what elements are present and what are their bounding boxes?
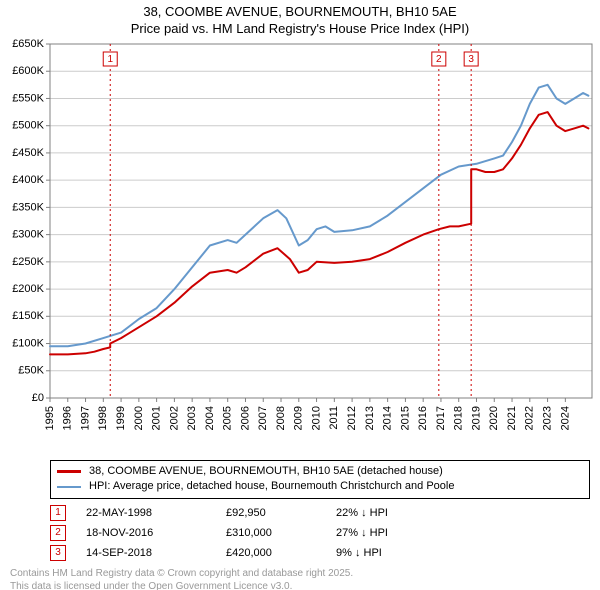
svg-text:£350K: £350K xyxy=(12,201,44,213)
marker-number-box: 3 xyxy=(50,545,66,561)
svg-text:2002: 2002 xyxy=(168,406,180,430)
svg-text:1996: 1996 xyxy=(62,406,74,430)
svg-text:1995: 1995 xyxy=(44,406,56,430)
legend-swatch xyxy=(57,486,81,488)
svg-text:2003: 2003 xyxy=(186,406,198,430)
marker-delta: 22% ↓ HPI xyxy=(336,507,456,519)
marker-price: £310,000 xyxy=(226,527,336,539)
svg-text:£250K: £250K xyxy=(12,256,44,268)
svg-text:£100K: £100K xyxy=(12,337,44,349)
svg-text:2010: 2010 xyxy=(310,406,322,430)
svg-text:2004: 2004 xyxy=(204,406,216,430)
legend-item: 38, COOMBE AVENUE, BOURNEMOUTH, BH10 5AE… xyxy=(57,464,583,479)
svg-text:£650K: £650K xyxy=(12,38,44,50)
marker-date: 14-SEP-2018 xyxy=(86,547,226,559)
svg-text:1: 1 xyxy=(107,54,113,65)
marker-table: 1 22-MAY-1998£92,95022% ↓ HPI 2 18-NOV-2016… xyxy=(50,505,590,561)
svg-text:2006: 2006 xyxy=(239,406,251,430)
svg-text:£400K: £400K xyxy=(12,174,44,186)
svg-text:1998: 1998 xyxy=(97,406,109,430)
marker-row: 2 18-NOV-2016£310,00027% ↓ HPI xyxy=(50,525,590,541)
marker-price: £420,000 xyxy=(226,547,336,559)
svg-text:£450K: £450K xyxy=(12,147,44,159)
title-line-2: Price paid vs. HM Land Registry's House … xyxy=(0,21,600,38)
svg-text:2009: 2009 xyxy=(293,406,305,430)
svg-text:2000: 2000 xyxy=(133,406,145,430)
svg-text:2016: 2016 xyxy=(417,406,429,430)
svg-text:1999: 1999 xyxy=(115,406,127,430)
marker-row: 3 14-SEP-2018£420,0009% ↓ HPI xyxy=(50,545,590,561)
legend-label: 38, COOMBE AVENUE, BOURNEMOUTH, BH10 5AE… xyxy=(89,464,443,479)
svg-text:£0: £0 xyxy=(32,392,44,404)
svg-text:1997: 1997 xyxy=(79,406,91,430)
svg-text:2012: 2012 xyxy=(346,406,358,430)
chart-title: 38, COOMBE AVENUE, BOURNEMOUTH, BH10 5AE… xyxy=(0,0,600,38)
svg-text:2017: 2017 xyxy=(435,406,447,430)
chart-svg: £0 £50K £100K £150K £200K £250K £300K £350K £400… xyxy=(0,38,600,456)
svg-text:2014: 2014 xyxy=(382,406,394,430)
svg-text:£50K: £50K xyxy=(18,364,44,376)
svg-text:£200K: £200K xyxy=(12,283,44,295)
marker-date: 18-NOV-2016 xyxy=(86,527,226,539)
marker-delta: 27% ↓ HPI xyxy=(336,527,456,539)
marker-date: 22-MAY-1998 xyxy=(86,507,226,519)
svg-text:2013: 2013 xyxy=(364,406,376,430)
svg-text:3: 3 xyxy=(468,54,474,65)
svg-text:2021: 2021 xyxy=(506,406,518,430)
chart: £0 £50K £100K £150K £200K £250K £300K £350K £400… xyxy=(0,38,600,456)
legend-swatch xyxy=(57,470,81,473)
svg-text:2023: 2023 xyxy=(541,406,553,430)
svg-text:£550K: £550K xyxy=(12,92,44,104)
marker-row: 1 22-MAY-1998£92,95022% ↓ HPI xyxy=(50,505,590,521)
svg-text:£150K: £150K xyxy=(12,310,44,322)
marker-number-box: 2 xyxy=(50,525,66,541)
svg-text:2022: 2022 xyxy=(524,406,536,430)
marker-number-box: 1 xyxy=(50,505,66,521)
legend: 38, COOMBE AVENUE, BOURNEMOUTH, BH10 5AE… xyxy=(50,460,590,499)
svg-text:2005: 2005 xyxy=(222,406,234,430)
legend-item: HPI: Average price, detached house, Bour… xyxy=(57,479,583,494)
svg-text:2020: 2020 xyxy=(488,406,500,430)
svg-text:2015: 2015 xyxy=(399,406,411,430)
svg-text:£500K: £500K xyxy=(12,119,44,131)
svg-text:2024: 2024 xyxy=(559,406,571,430)
svg-text:2007: 2007 xyxy=(257,406,269,430)
marker-price: £92,950 xyxy=(226,507,336,519)
legend-label: HPI: Average price, detached house, Bour… xyxy=(89,479,454,494)
svg-text:£300K: £300K xyxy=(12,228,44,240)
attribution-line-1: Contains HM Land Registry data © Crown c… xyxy=(10,567,590,580)
svg-text:2001: 2001 xyxy=(151,406,163,430)
svg-text:2: 2 xyxy=(436,54,442,65)
svg-text:£600K: £600K xyxy=(12,65,44,77)
svg-text:2019: 2019 xyxy=(470,406,482,430)
svg-text:2011: 2011 xyxy=(328,406,340,430)
marker-delta: 9% ↓ HPI xyxy=(336,547,456,559)
title-line-1: 38, COOMBE AVENUE, BOURNEMOUTH, BH10 5AE xyxy=(0,4,600,21)
attribution-line-2: This data is licensed under the Open Gov… xyxy=(10,580,590,590)
svg-text:2008: 2008 xyxy=(275,406,287,430)
attribution: Contains HM Land Registry data © Crown c… xyxy=(10,567,590,590)
svg-text:2018: 2018 xyxy=(453,406,465,430)
